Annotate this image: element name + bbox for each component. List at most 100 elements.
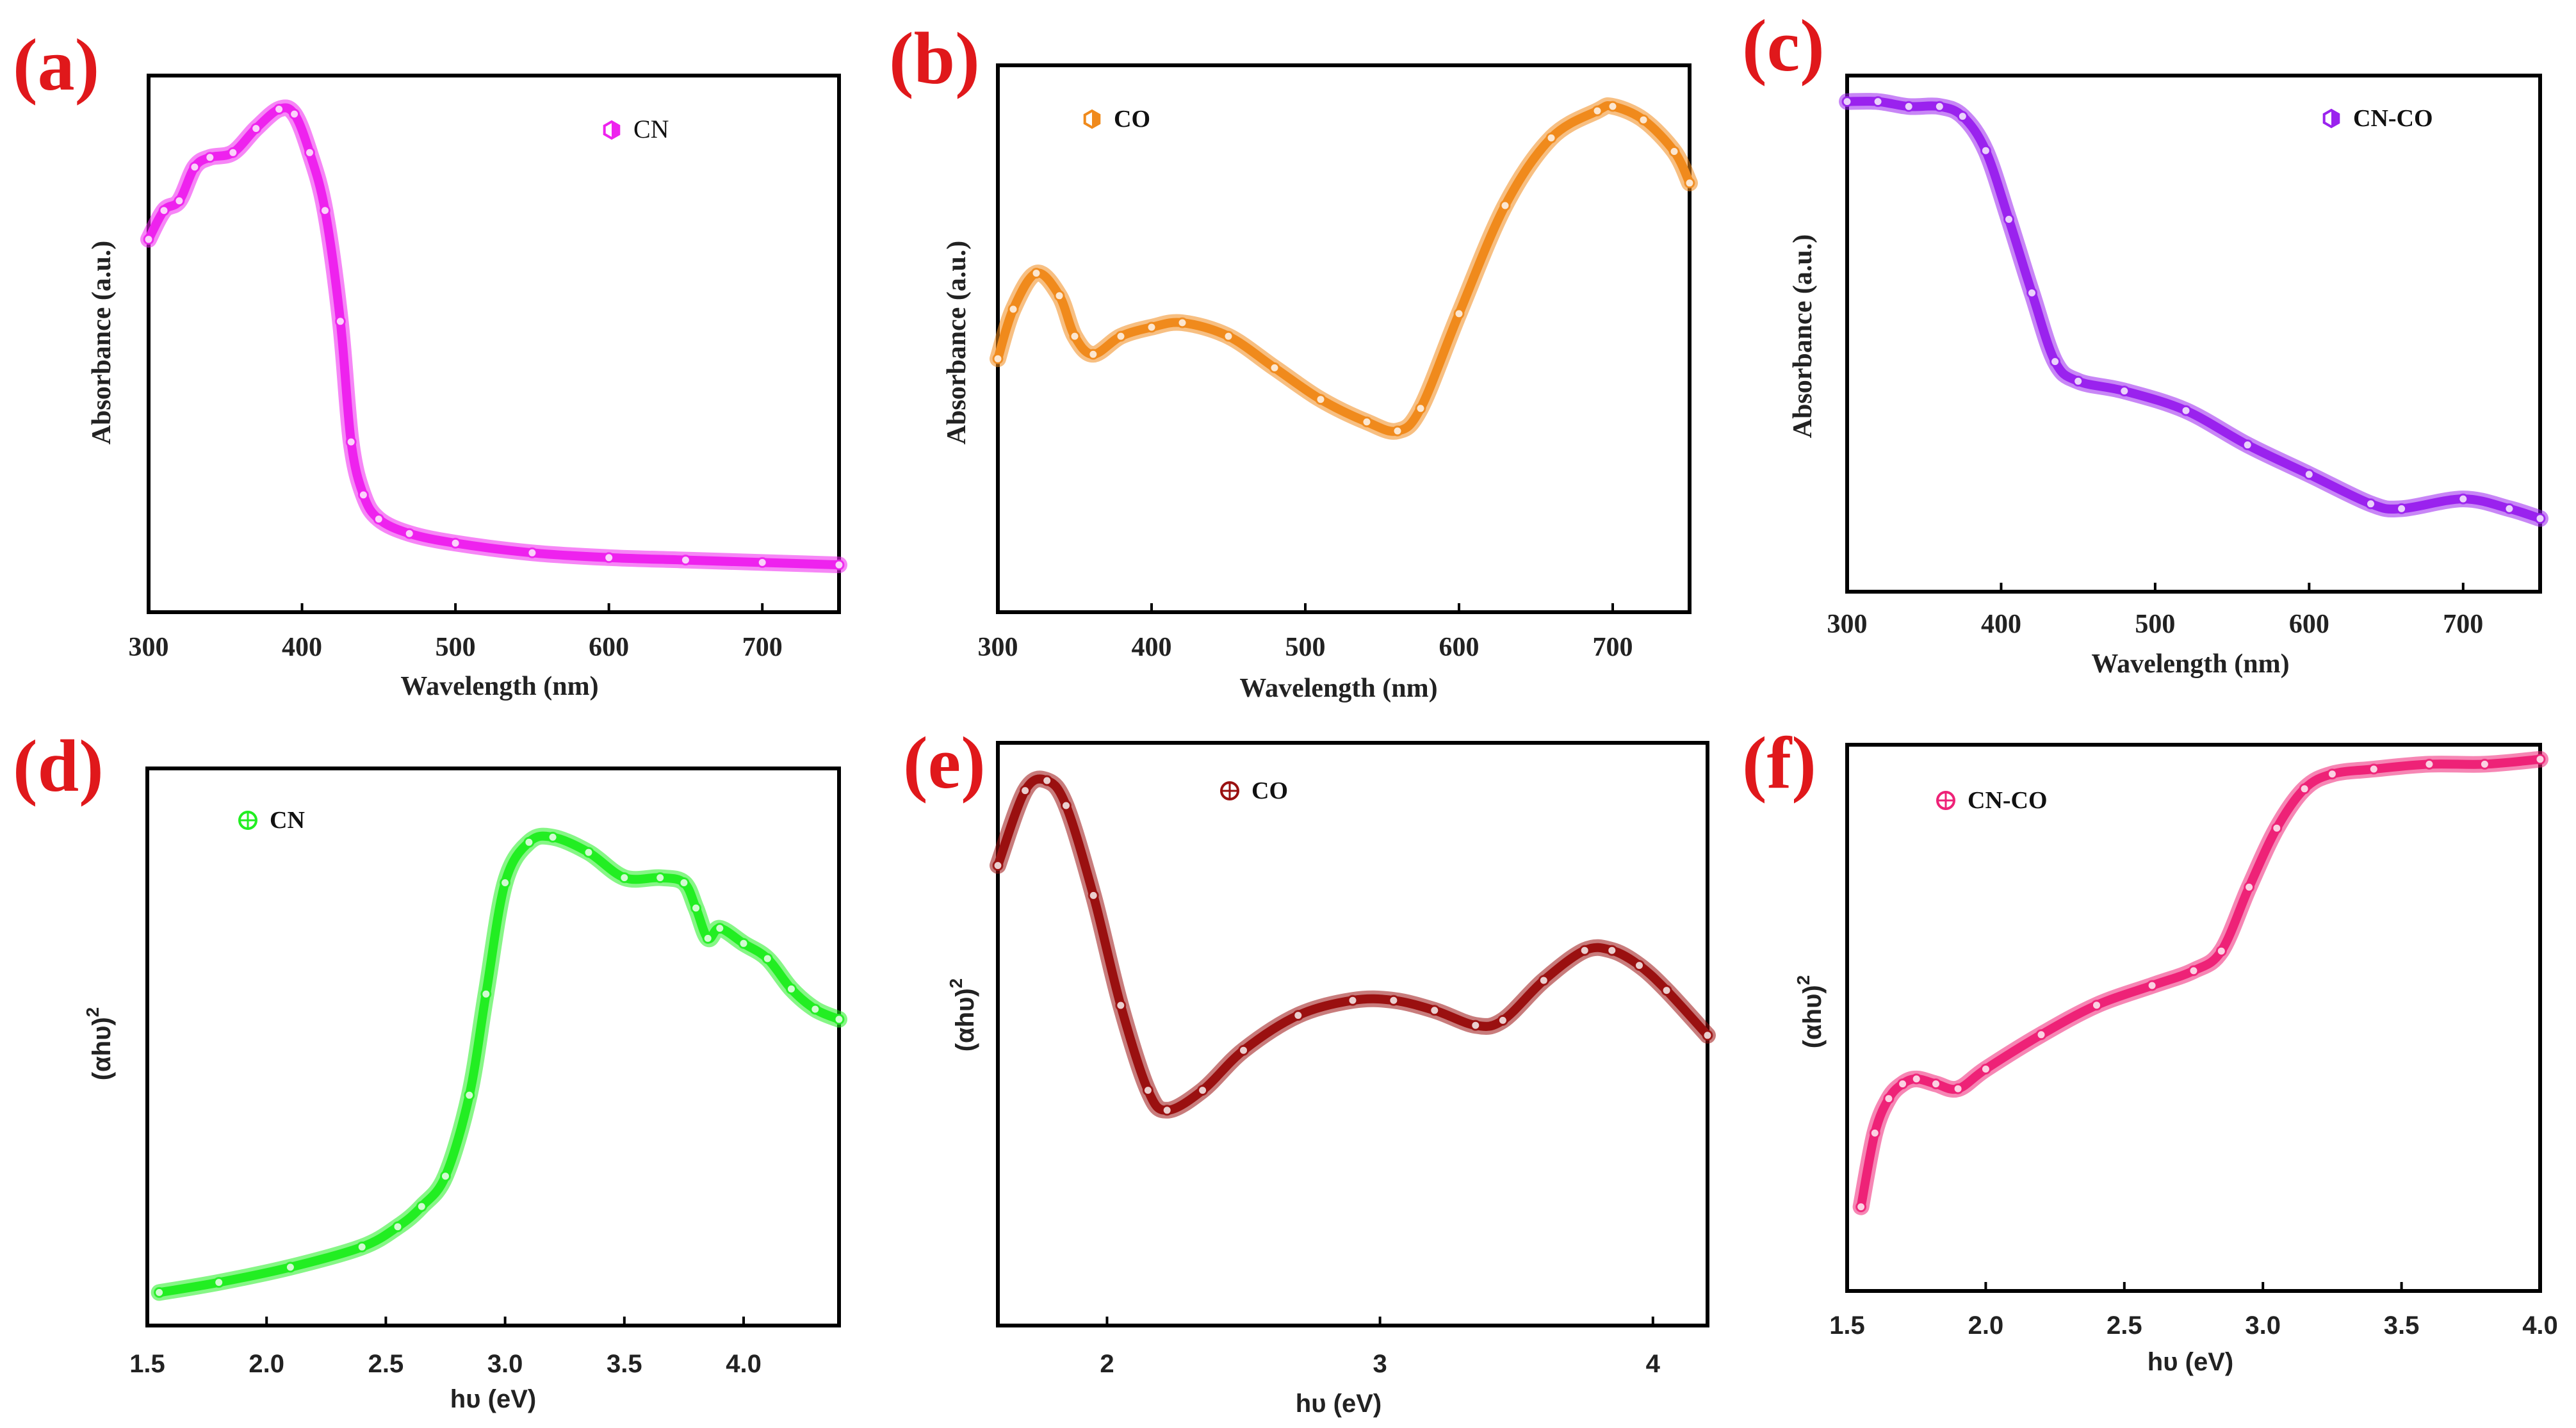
data-point [1269,362,1280,373]
plot-frame [145,767,841,1327]
data-point [603,552,615,564]
data-point [655,872,666,884]
data-point [1007,304,1019,315]
data-point [1684,177,1695,189]
data-point [1911,1073,1922,1085]
legend-label: CN-CO [1968,787,2048,814]
data-point [416,1201,427,1212]
series-line [993,101,1694,436]
panel-letter: (c) [1742,5,1825,87]
plot-frame [147,74,841,614]
data-point [2119,385,2130,397]
series-line [1843,97,2545,523]
data-point [1980,145,1991,156]
data-point [1020,785,1031,797]
data-point [1634,960,1645,971]
data-point [1668,146,1680,157]
data-point [2003,214,2014,225]
data-point [1115,1000,1127,1011]
x-tick-label: 400 [1981,610,2021,639]
data-point [250,123,262,134]
data-point [392,1221,404,1233]
data-point [1841,96,1853,108]
data-point [204,152,216,163]
data-point [702,932,713,944]
data-point [174,195,185,207]
data-point [2215,945,2227,957]
x-axis-title: Wavelength (nm) [400,672,598,701]
series-line [993,774,1712,1115]
data-point [1347,994,1358,1006]
data-point [1883,1093,1895,1105]
series-line [1856,754,2545,1212]
data-point [154,1286,165,1298]
x-tick-label: 400 [282,633,322,662]
panel-letter: (b) [889,18,980,100]
data-point [756,556,768,568]
data-point [714,923,726,934]
data-point [2303,469,2315,480]
panel-a: (a) 300 400 500 600 700 Wavelength (nm) Absorba… [13,24,847,701]
data-point [2244,881,2255,893]
x-axis-title: Wavelength (nm) [2091,649,2289,679]
x-tick-label: 2.5 [2107,1311,2142,1340]
x-tick-label: 4.0 [2522,1311,2558,1340]
data-point [1499,200,1511,211]
data-point [2534,513,2546,524]
x-tick-label: 300 [1827,610,1868,639]
panel-letter: (a) [13,24,99,106]
data-point [284,1262,296,1273]
data-point [1702,1030,1713,1041]
legend-label: CO [1251,777,1288,804]
data-point [189,161,200,173]
panel-e: (e) 2 3 4 hυ (eV) (αhυ)2 CO [903,722,1716,1418]
data-point [1415,403,1426,414]
x-axis-title: hυ (eV) [2148,1348,2233,1376]
data-point [2091,1000,2102,1011]
data-point [2242,439,2253,451]
y-axis-title: Absorbance (a.u.) [1788,234,1818,439]
panel-f: (f) 1.5 2.0 2.5 3.0 3.5 4.0 hυ (eV) (αhυ)2 CN-CO [1742,722,2558,1376]
data-point [404,528,415,539]
data-point [833,559,845,571]
data-point [1088,348,1099,360]
series-band [1839,93,2548,527]
data-point [738,937,749,949]
x-tick-label: 700 [1593,633,1633,662]
x-tick-label: 1.5 [1829,1311,1865,1340]
y-axis-title: Absorbance (a.u.) [87,241,117,445]
data-point [583,847,594,858]
y-axis-title: Absorbance (a.u.) [942,241,972,445]
data-point [992,860,1004,872]
data-point [1661,985,1672,996]
series-line [144,103,844,570]
data-point [2026,287,2037,298]
data-point [227,147,239,158]
data-point [213,1277,225,1288]
data-point [334,316,346,327]
legend-label: CN-CO [2353,105,2433,132]
data-point [2326,768,2338,780]
x-tick-label: 500 [2135,610,2175,639]
x-tick-label: 3 [1373,1350,1387,1378]
x-axis-title: Wavelength (nm) [1239,674,1437,703]
data-point [2396,503,2408,514]
data-point [1238,1044,1249,1056]
legend-marker-fill [2331,110,2339,127]
data-point [1041,775,1053,786]
y-axis-title: (αhυ)2 [83,1007,116,1081]
data-point [547,831,558,843]
data-point [1607,101,1618,112]
x-axis-title: hυ (eV) [1296,1390,1382,1418]
data-point [2479,758,2490,770]
data-point [2050,356,2061,368]
data-point [1115,330,1127,342]
data-point [158,205,170,216]
data-point [1606,945,1618,956]
x-tick-label: 600 [1439,633,1480,662]
data-point [1061,800,1072,811]
panel-letter: (f) [1742,722,1816,804]
data-point [2073,375,2084,387]
data-point [1470,1019,1481,1031]
data-point [523,836,535,848]
